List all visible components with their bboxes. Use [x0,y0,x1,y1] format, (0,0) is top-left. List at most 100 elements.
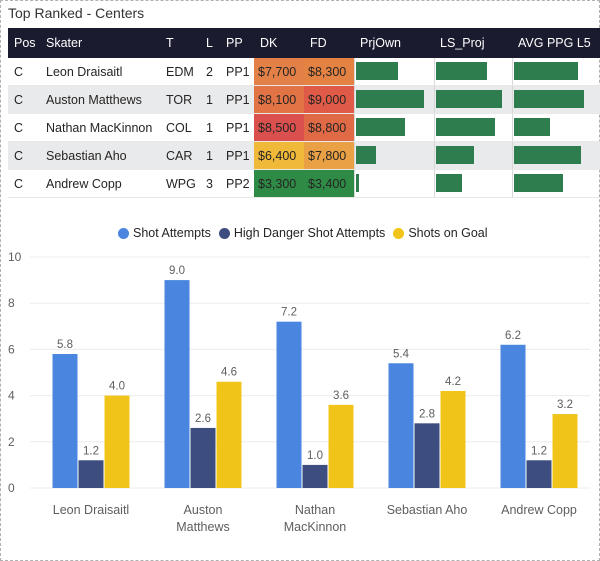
column-header[interactable]: Skater [40,28,160,58]
data-label: 3.6 [333,390,349,402]
cell-fd: $7,800 [304,141,354,170]
cell-skater: Nathan MacKinnon [40,113,160,142]
bar-shots-on-goal [216,381,242,488]
table-row[interactable]: C Leon Draisaitl EDM 2 PP1 $7,700 $8,300 [8,58,600,86]
legend-label: Shot Attempts [133,226,211,240]
divider [434,114,435,141]
cell-skater: Leon Draisaitl [40,58,160,86]
cell-line: 2 [200,58,220,86]
skater-table: Pos Skater T L PP DK FD PrjOwn LS_Proj AVG PPG L5… [8,28,600,198]
divider [354,142,355,169]
cell-pp: PP1 [220,141,254,170]
cell-prjown-bar [354,113,434,142]
cell-fd: $9,000 [304,85,354,114]
data-label: 1.2 [83,445,99,457]
cell-fd: $8,300 [304,58,354,86]
column-header[interactable]: L [200,28,220,58]
cell-fd: $8,800 [304,113,354,142]
cell-dk: $8,100 [254,85,304,114]
bar-shots-on-goal [552,414,578,488]
data-bar [356,174,359,192]
data-bar [514,90,584,108]
cell-ls-proj-bar [434,169,512,198]
divider [512,58,513,85]
y-tick-label: 10 [8,250,22,264]
cell-pos: C [8,169,40,198]
cell-prjown-bar [354,141,434,170]
data-label: 1.2 [531,445,547,457]
table-row[interactable]: C Auston Matthews TOR 1 PP1 $8,100 $9,000 [8,85,600,114]
data-bar [514,62,578,80]
column-header[interactable]: T [160,28,200,58]
bar-high-danger [526,460,552,488]
table-row[interactable]: C Andrew Copp WPG 3 PP2 $3,300 $3,400 [8,169,600,198]
legend-item-shot-attempts[interactable]: Shot Attempts [118,226,211,240]
bar-high-danger [190,427,216,488]
cell-skater: Sebastian Aho [40,141,160,170]
table-header-row: Pos Skater T L PP DK FD PrjOwn LS_Proj AVG PPG L5 [8,28,600,58]
bar-shot-attempts [52,354,78,488]
column-header[interactable]: LS_Proj [434,28,512,58]
cell-dk: $7,700 [254,58,304,86]
data-label: 2.6 [195,413,211,425]
data-label: 4.0 [109,381,125,393]
legend-dot-shot-attempts [118,227,129,239]
table-row[interactable]: C Nathan MacKinnon COL 1 PP1 $8,500 $8,800 [8,113,600,142]
cell-pos: C [8,141,40,170]
data-bar [436,90,502,108]
divider [512,142,513,169]
data-label: 5.8 [57,339,73,351]
column-header[interactable]: DK [254,28,304,58]
cell-team: WPG [160,169,200,198]
data-bar [514,118,550,136]
legend-dot-high-danger [218,227,230,239]
visual-title: Top Ranked - Centers [8,5,145,21]
cell-avg-ppg-bar [512,85,600,114]
data-label: 3.2 [557,399,573,411]
bar-chart: 0 2 4 6 8 10 5.8 1.2 4.0 Leon Draisaitl 9.0 2.6 4.6 A… [8,250,590,534]
data-bar [436,62,487,80]
table-row[interactable]: C Sebastian Aho CAR 1 PP1 $6,400 $7,800 [8,141,600,170]
cell-avg-ppg-bar [512,141,600,170]
column-header[interactable]: Pos [8,28,40,58]
cell-pp: PP2 [220,169,254,198]
y-tick-label: 4 [8,389,15,403]
bar-high-danger [302,464,328,488]
data-label: 4.6 [221,367,237,379]
cell-pp: PP1 [220,85,254,114]
legend-item-shots-on-goal[interactable]: Shots on Goal [393,226,488,240]
divider [512,86,513,113]
legend-dot-shots-on-goal [393,227,405,239]
data-bar [436,146,474,164]
bar-shots-on-goal [104,395,130,488]
column-header[interactable]: FD [304,28,354,58]
divider [354,114,355,141]
column-header[interactable]: PP [220,28,254,58]
cell-prjown-bar [354,58,434,86]
cell-team: COL [160,113,200,142]
cell-line: 1 [200,113,220,142]
x-tick-label: Auston [184,503,223,517]
x-tick-label: Matthews [176,520,230,534]
y-tick-label: 2 [8,435,15,449]
bar-high-danger [414,423,440,488]
data-bar [356,62,398,80]
column-header[interactable]: PrjOwn [354,28,434,58]
legend-label: High Danger Shot Attempts [233,226,386,240]
data-bar [356,146,376,164]
divider [354,86,355,113]
cell-ls-proj-bar [434,113,512,142]
cell-avg-ppg-bar [512,58,600,86]
data-bar [514,174,563,192]
cell-team: CAR [160,141,200,170]
bar-shot-attempts [276,321,302,488]
chart-legend[interactable]: Shot Attempts High Danger Shot Attempts … [118,226,488,240]
data-label: 6.2 [505,330,521,342]
cell-pos: C [8,113,40,142]
cell-ls-proj-bar [434,58,512,86]
cell-skater: Andrew Copp [40,169,160,198]
cell-pp: PP1 [220,58,254,86]
data-bar [436,118,495,136]
legend-item-high-danger[interactable]: High Danger Shot Attempts [218,226,386,240]
column-header[interactable]: AVG PPG L5 [512,28,600,58]
